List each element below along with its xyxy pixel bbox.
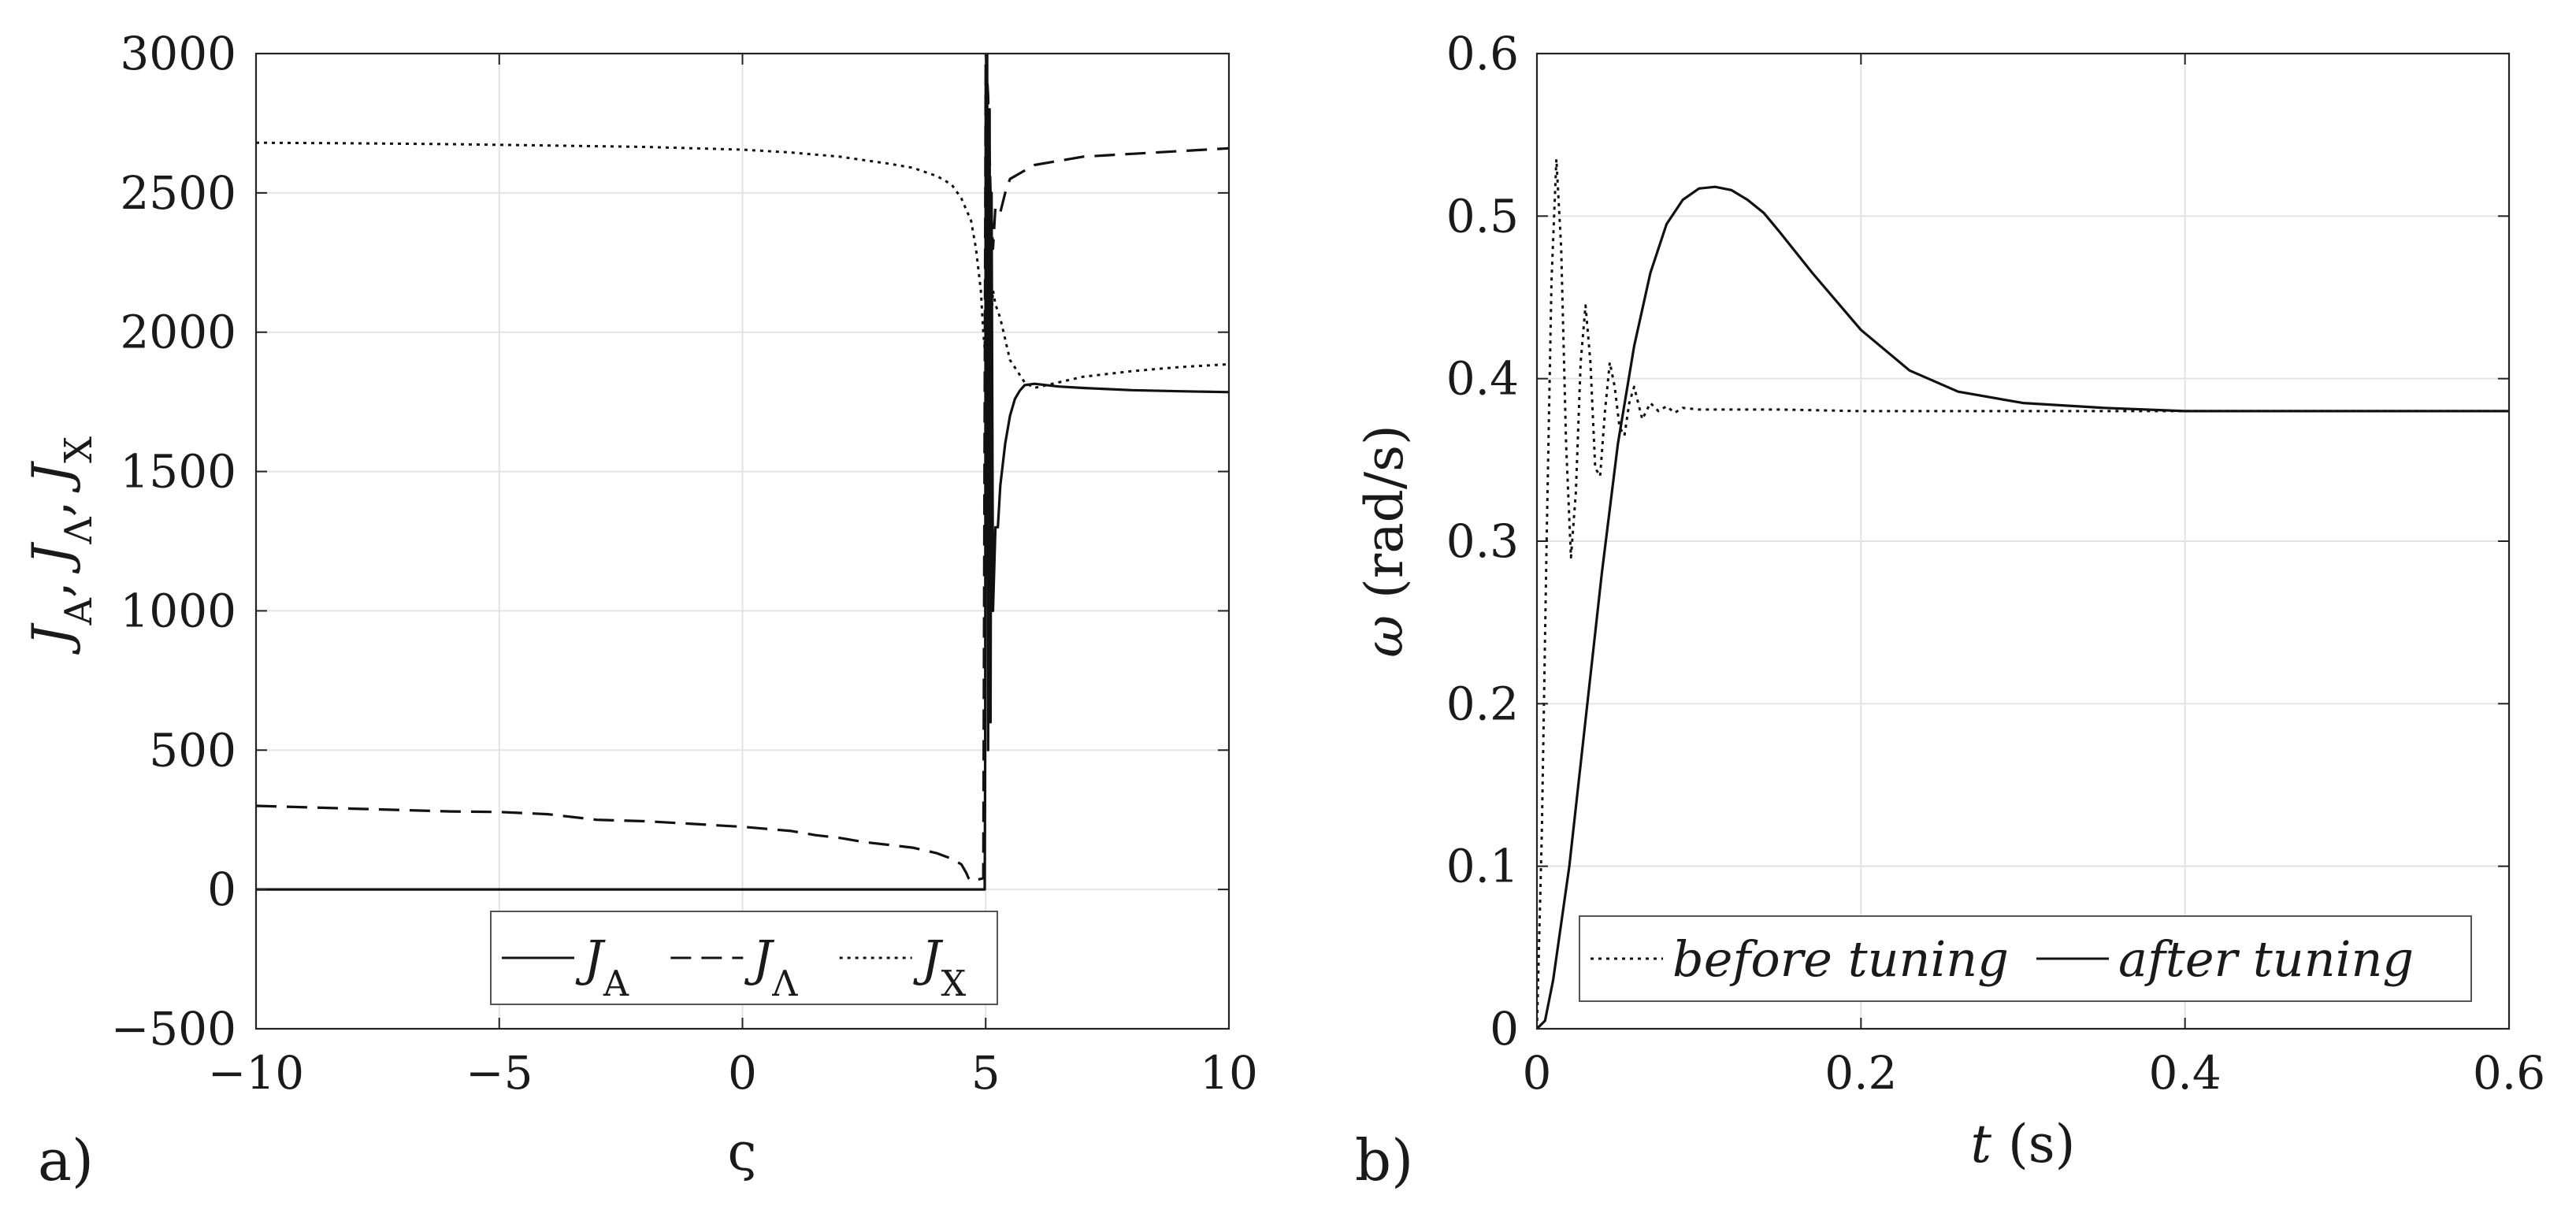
x-tick-label: −5 bbox=[466, 1046, 533, 1100]
y-axis-label: ω (rad/s) bbox=[1354, 425, 1415, 658]
legend-label-sub: Λ bbox=[771, 963, 798, 1004]
y-tick-label: 2500 bbox=[120, 166, 236, 220]
label-part: J bbox=[21, 622, 82, 655]
series-line-j- bbox=[256, 54, 1229, 883]
label-part: , bbox=[21, 484, 82, 517]
label-part: A bbox=[58, 597, 101, 625]
label-part: Λ bbox=[58, 517, 101, 545]
x-tick-label: 10 bbox=[1200, 1046, 1258, 1100]
y-tick-label: −500 bbox=[111, 1002, 236, 1056]
label-part: X bbox=[58, 436, 101, 463]
y-tick-label: 0.1 bbox=[1446, 840, 1519, 893]
x-tick-label: 0 bbox=[728, 1046, 757, 1100]
series-line-j-a bbox=[256, 54, 1229, 891]
y-tick-label: 0.5 bbox=[1446, 189, 1519, 243]
panel-label: b) bbox=[1355, 1127, 1413, 1193]
legend-label: after tuning bbox=[2118, 930, 2414, 988]
legend-label-sub: A bbox=[603, 963, 629, 1004]
y-tick-label: 3000 bbox=[120, 27, 236, 80]
y-tick-label: 2000 bbox=[120, 306, 236, 359]
label-part: t bbox=[1971, 1114, 1992, 1174]
legend: JA JΛ JX bbox=[490, 911, 998, 1005]
label-part: (rad/s) bbox=[1354, 425, 1415, 615]
y-tick-label: 0.2 bbox=[1446, 677, 1519, 730]
y-tick-label: 0.3 bbox=[1446, 514, 1519, 568]
legend-label-sub: X bbox=[941, 963, 967, 1004]
y-tick-label: 1500 bbox=[120, 445, 236, 499]
y-tick-label: 0.6 bbox=[1446, 27, 1519, 80]
y-tick-label: 0 bbox=[207, 863, 236, 916]
legend-box bbox=[490, 911, 998, 1005]
x-tick-label: 0.4 bbox=[2149, 1046, 2222, 1100]
y-axis-label: JA, JΛ, JX bbox=[21, 436, 101, 655]
y-tick-label: 500 bbox=[149, 723, 236, 777]
x-tick-label: 0.2 bbox=[1824, 1046, 1897, 1100]
series-line-before-tuning bbox=[1537, 158, 2509, 1029]
panel-label: a) bbox=[38, 1127, 94, 1193]
legend-box bbox=[1579, 915, 2472, 1002]
panel-a-chart: −10 −5 0 5 10−500050010001500200025003000ςJA… bbox=[21, 27, 1258, 1193]
label-part: , bbox=[21, 565, 82, 598]
x-tick-label: 5 bbox=[971, 1046, 1000, 1100]
x-tick-label: −10 bbox=[208, 1046, 304, 1100]
y-tick-label: 0.4 bbox=[1446, 352, 1519, 406]
label-part: ω bbox=[1354, 615, 1415, 658]
y-tick-label: 0 bbox=[1490, 1002, 1519, 1056]
x-axis-label: ς bbox=[728, 1122, 757, 1182]
legend-label: before tuning bbox=[1672, 930, 2009, 988]
legend: before tuning after tuning bbox=[1579, 915, 2472, 1002]
panel-b-chart: 0 0.2 0.4 0.6 0 0.1 0.2 0.3 0.4 0.5 0.6 t (s) ω (rad… bbox=[1354, 27, 2545, 1193]
x-tick-label: 0 bbox=[1523, 1046, 1552, 1100]
x-axis-label: t (s) bbox=[1971, 1114, 2076, 1174]
x-tick-label: 0.6 bbox=[2473, 1046, 2545, 1100]
y-tick-label: 1000 bbox=[120, 584, 236, 637]
label-part: (s) bbox=[1991, 1114, 2075, 1174]
series-line-after-tuning bbox=[1537, 185, 2509, 1029]
